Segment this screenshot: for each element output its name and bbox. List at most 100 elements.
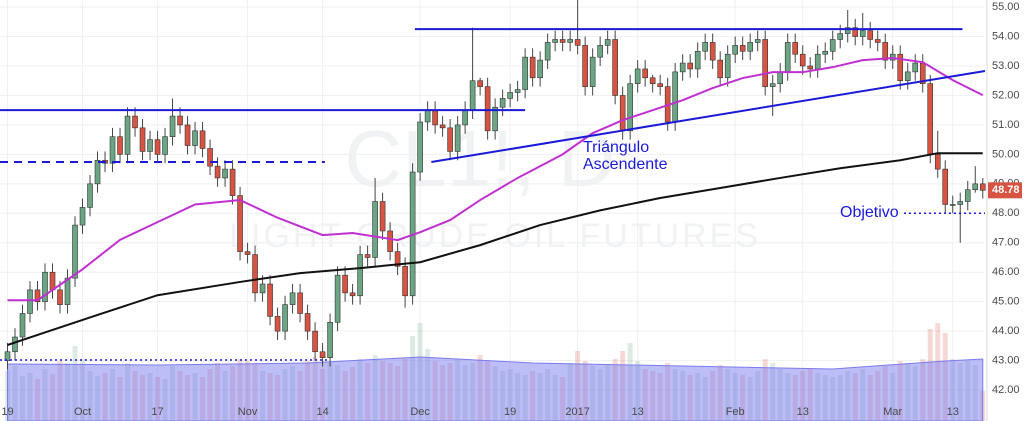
- candle-body: [979, 183, 986, 191]
- candle-body: [567, 39, 573, 43]
- candle-body: [12, 336, 18, 353]
- candle-body: [672, 71, 678, 123]
- candle-body: [432, 109, 438, 126]
- candle-body: [574, 39, 581, 46]
- candle-body: [424, 109, 431, 123]
- candle-body: [739, 45, 746, 52]
- candle-body: [679, 62, 686, 73]
- candle-body: [132, 115, 138, 129]
- candle-body: [642, 68, 648, 79]
- candle-body: [214, 165, 221, 179]
- candle-body: [619, 95, 626, 132]
- candle-body: [312, 330, 318, 353]
- candle-body: [949, 204, 956, 206]
- candle-body: [154, 139, 161, 155]
- candle-body: [972, 183, 979, 191]
- x-tick-label: 19: [1, 406, 13, 418]
- candle-body: [334, 274, 341, 323]
- candle-body: [289, 292, 296, 305]
- candle-body: [327, 322, 333, 358]
- candle-body: [222, 168, 228, 179]
- y-tick-label: 46.00: [992, 266, 1020, 278]
- candle-body: [604, 39, 611, 46]
- candle-body: [717, 59, 723, 79]
- candle-body: [169, 115, 176, 137]
- candle-body: [657, 83, 663, 87]
- x-tick-label: Mar: [883, 406, 902, 418]
- y-tick-label: 52.00: [992, 89, 1020, 101]
- volume: [5, 323, 986, 421]
- x-tick-label: Dec: [410, 406, 430, 418]
- candle-body: [147, 139, 153, 152]
- candle-body: [867, 30, 874, 40]
- candle-body: [859, 30, 866, 37]
- annotation: Ascendente: [583, 156, 668, 173]
- candle-body: [777, 71, 783, 84]
- candle-body: [537, 59, 543, 79]
- candle-body: [799, 53, 806, 67]
- candle-body: [87, 183, 93, 208]
- candle-body: [552, 39, 558, 43]
- candle-body: [57, 289, 63, 305]
- x-tick-label: Nov: [238, 406, 258, 418]
- candle-body: [814, 53, 821, 70]
- candle-body: [19, 313, 26, 338]
- candle-body: [702, 42, 708, 52]
- candle-body: [964, 189, 971, 202]
- candle-body: [882, 42, 889, 61]
- candle-body: [117, 136, 123, 155]
- candle-body: [582, 45, 588, 87]
- y-tick-label: 54.00: [992, 30, 1020, 42]
- candle-body: [492, 106, 498, 132]
- candle-body: [454, 124, 461, 152]
- candle-body: [297, 292, 303, 314]
- candle-body: [507, 92, 513, 99]
- candle-body: [807, 65, 814, 70]
- candle-body: [747, 42, 753, 52]
- grid: [0, 0, 985, 421]
- candle-body: [372, 201, 378, 258]
- x-tick-label: 13: [797, 406, 809, 418]
- candle-body: [4, 351, 11, 361]
- candle-body: [484, 86, 491, 132]
- x-tick-label: 14: [316, 406, 328, 418]
- candle-body: [784, 42, 791, 73]
- x-tick-label: 13: [632, 406, 644, 418]
- x-tick-label: Oct: [74, 406, 91, 418]
- x-tick-label: 13: [947, 406, 959, 418]
- candle-body: [177, 115, 183, 126]
- candle-body: [64, 277, 71, 305]
- candle-body: [589, 56, 596, 87]
- candle-body: [394, 251, 401, 267]
- candle-body: [897, 53, 904, 82]
- x-tick-label: 17: [151, 406, 163, 418]
- last-price-box: [988, 182, 1022, 199]
- candle-body: [529, 56, 536, 79]
- candle-body: [477, 80, 483, 87]
- y-tick-label: 42.00: [992, 384, 1020, 396]
- candle-body: [544, 42, 551, 61]
- candle-body: [94, 159, 101, 185]
- candle-body: [514, 89, 521, 93]
- candle-body: [109, 136, 116, 164]
- candle-body: [72, 224, 78, 279]
- candle-body: [27, 289, 33, 314]
- moving-average: [7, 57, 984, 302]
- overlays: [0, 28, 986, 361]
- y-tick-label: 53.00: [992, 60, 1020, 72]
- candle-body: [874, 39, 881, 43]
- candle-body: [439, 124, 446, 129]
- candle-body: [49, 271, 56, 291]
- candle-body: [304, 313, 311, 332]
- annotation: Triángulo: [583, 139, 649, 156]
- candle-body: [342, 274, 348, 294]
- candle-body: [192, 130, 198, 146]
- candle-body: [259, 283, 266, 294]
- candle-body: [139, 127, 146, 152]
- candle-body: [709, 42, 716, 61]
- candle-body: [364, 254, 371, 258]
- candle-body: [387, 230, 393, 252]
- candle-body: [379, 201, 386, 232]
- candle-body: [627, 83, 633, 132]
